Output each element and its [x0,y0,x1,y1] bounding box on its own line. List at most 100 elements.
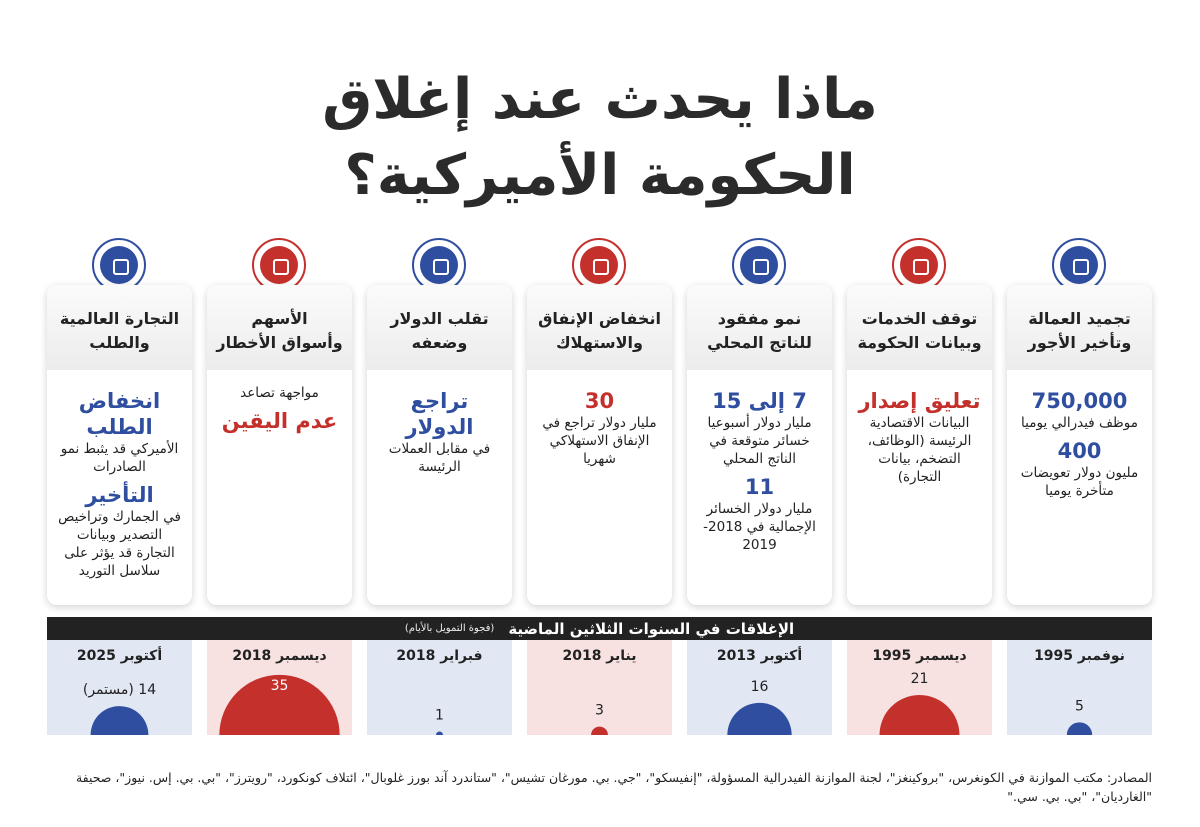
title-line: الحكومة الأميركية؟ [344,143,856,208]
card-header-text: تجميد العمالة وتأخير الأجور [1028,307,1132,355]
card: تقلب الدولار وضعفه تراجع الدولار في مقابل ا… [367,285,512,605]
value-label: 1 [435,708,444,724]
card-header-line: والطلب [89,332,150,352]
card-header-line: وبيانات الحكومة [857,332,982,352]
card-header-line: الأسهم [251,308,308,328]
value-label: 3 [595,703,604,719]
icon [252,238,306,292]
card-header-line: تجميد العمالة [1028,308,1131,328]
highlight-text: 750,000 [1031,389,1128,413]
icon-fill [260,246,298,284]
card-header-line: وضعفه [411,332,468,352]
value-label: 5 [1075,698,1084,714]
icon-glyph [113,259,129,275]
card-body: انخفاض الطلب الأميركي قد يثبط نمو الصادرا… [47,370,192,580]
body-text: موظف فيدرالي يوميا [1021,415,1138,431]
date-label: أكتوبر 2013 [717,646,802,664]
value-label: 14 (مستمر) [83,682,156,698]
chart-title: الإغلاقات في السنوات الثلاثين الماضية [508,619,795,638]
column-background [1007,640,1152,735]
card: الأسهم وأسواق الأخطار مواجهة تصاعد عدم اليق… [207,285,352,605]
card-body: 30 مليار دولار تراجع في الإنفاق الاستهلاك… [527,370,672,468]
date-label: نوفمبر 1995 [1034,648,1125,664]
highlight-text: 400 [1057,439,1102,463]
highlight-text: 11 [744,475,775,499]
icon-glyph [433,259,449,275]
timeline-bar: الإغلاقات في السنوات الثلاثين الماضية (ف… [47,617,1152,640]
card-body: تعليق إصدار البيانات الاقتصادية الرئيسة (… [847,370,992,486]
card-header-text: انخفاض الإنفاق والاستهلاك [538,307,661,355]
value-label: 35 [271,678,289,694]
card: توقف الخدمات وبيانات الحكومة تعليق إصدار ال… [847,285,992,605]
icon [732,238,786,292]
icon-glyph [913,259,929,275]
icon-glyph [593,259,609,275]
card-header-line: وأسواق الأخطار [216,332,343,352]
body-text: في مقابل العملات الرئيسة [388,441,491,475]
body-text: مليار دولار أسبوعيا خسائر متوقعة في النا… [707,415,812,467]
highlight-text: تعليق إصدار [858,389,981,413]
body-text: مواجهة تصاعد [240,385,319,401]
card-header-line: تقلب الدولار [390,308,489,328]
card: تجميد العمالة وتأخير الأجور 750,000 موظف في… [1007,285,1152,605]
bubble [436,731,443,735]
bubble [1066,722,1093,735]
icon [1052,238,1106,292]
card-header-text: توقف الخدمات وبيانات الحكومة [857,307,981,355]
date-label: ديسمبر 2018 [232,648,326,664]
icon-fill [740,246,778,284]
card: التجارة العالمية والطلب انخفاض الطلب الأمير… [47,285,192,605]
card: انخفاض الإنفاق والاستهلاك 30 مليار دولار تر… [527,285,672,605]
card-header: التجارة العالمية والطلب [47,285,192,370]
value-label: 16 [751,679,769,695]
card-body: 7 إلى 15 مليار دولار أسبوعيا خسائر متوقعة… [687,370,832,554]
bubble [727,702,792,735]
body-text: في الجمارك وتراخيص التصدير وبيانات التجا… [58,509,181,579]
bubble [219,674,340,735]
icon-glyph [273,259,289,275]
card-header-text: الأسهم وأسواق الأخطار [216,307,342,355]
date-label: أكتوبر 2025 [77,646,162,664]
highlight-text: التأخير [85,483,154,507]
card: نمو مفقود للناتج المحلي 7 إلى 15 مليار دولا… [687,285,832,605]
card-header-line: للناتج المحلي [707,332,812,352]
highlight-text: عدم اليقين [221,409,338,433]
icon [92,238,146,292]
column-background [367,640,512,735]
card-header: تقلب الدولار وضعفه [367,285,512,370]
card-header-line: وتأخير الأجور [1027,332,1132,352]
card-body: 750,000 موظف فيدرالي يوميا 400 مليون دولار … [1007,370,1152,500]
card-body: مواجهة تصاعد عدم اليقين [207,370,352,434]
card-header: توقف الخدمات وبيانات الحكومة [847,285,992,370]
card-header: تجميد العمالة وتأخير الأجور [1007,285,1152,370]
icon [572,238,626,292]
icon [892,238,946,292]
icon-fill [900,246,938,284]
title: ماذا يحدث عند إغلاق الحكومة الأميركية؟ [0,62,1200,214]
card-header-line: توقف الخدمات [861,308,978,328]
body-text: البيانات الاقتصادية الرئيسة (الوظائف، ال… [867,415,972,485]
card-header-line: والاستهلاك [556,332,643,352]
card-header-text: التجارة العالمية والطلب [60,307,179,355]
icon-fill [420,246,458,284]
chart-subtitle: (فجوة التمويل بالأيام) [404,623,495,634]
body-text: الأميركي قد يثبط نمو الصادرات [60,441,179,475]
icon-fill [580,246,618,284]
icon-glyph [753,259,769,275]
card-header-line: نمو مفقود [717,308,802,328]
value-label: 21 [911,671,929,687]
shutdown-chart: نوفمبر 1995 5 ديسمبر 1995 21 أكتوبر 2013 16 ين… [47,640,1152,735]
card-header: نمو مفقود للناتج المحلي [687,285,832,370]
highlight-text: انخفاض الطلب [78,389,161,439]
card-header-text: تقلب الدولار وضعفه [390,307,488,355]
highlight-text: 30 [584,389,615,413]
body-text: مليار دولار تراجع في الإنفاق الاستهلاكي … [542,415,657,467]
card-header: انخفاض الإنفاق والاستهلاك [527,285,672,370]
card-header: الأسهم وأسواق الأخطار [207,285,352,370]
title-line: ماذا يحدث عند إغلاق [322,67,878,132]
bubble [591,726,608,735]
icon-glyph [1073,259,1089,275]
icon-fill [1060,246,1098,284]
card-header-line: التجارة العالمية [59,308,180,328]
